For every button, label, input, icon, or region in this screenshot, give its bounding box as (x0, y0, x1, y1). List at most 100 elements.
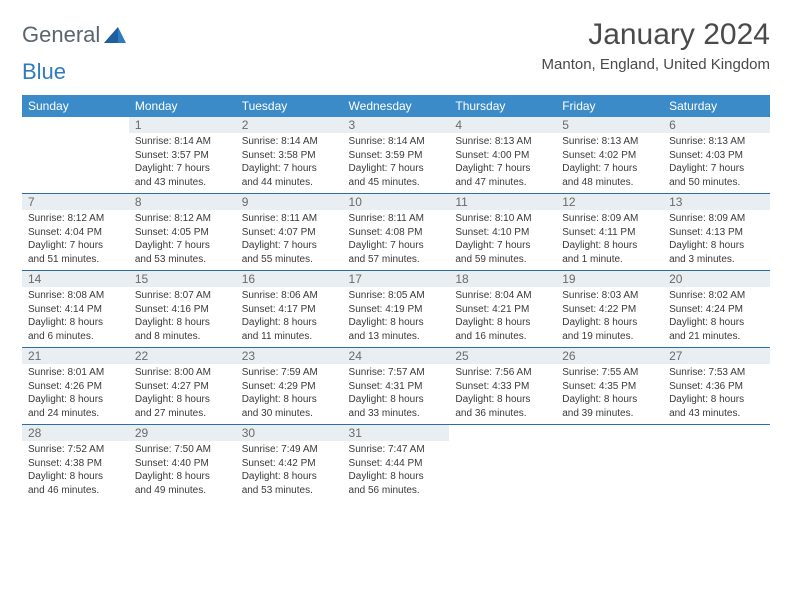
day-info-line: Daylight: 8 hours (349, 393, 444, 407)
day-number: 19 (556, 271, 663, 287)
calendar-day-cell: 4 Sunrise: 8:13 AMSunset: 4:00 PMDaylight… (449, 117, 556, 194)
weekday-header: Saturday (663, 95, 770, 117)
day-info-line: Sunset: 4:40 PM (135, 457, 230, 471)
calendar-day-cell: 21Sunrise: 8:01 AMSunset: 4:26 PMDayligh… (22, 348, 129, 425)
day-info-line: Sunset: 4:19 PM (349, 303, 444, 317)
day-info-line: Sunset: 4:24 PM (669, 303, 764, 317)
day-info-line: Sunset: 4:29 PM (242, 380, 337, 394)
calendar-week-row: 21Sunrise: 8:01 AMSunset: 4:26 PMDayligh… (22, 348, 770, 425)
calendar-day-cell: 30Sunrise: 7:49 AMSunset: 4:42 PMDayligh… (236, 425, 343, 502)
day-info-line: Sunset: 4:16 PM (135, 303, 230, 317)
day-info-line: and 51 minutes. (28, 253, 123, 267)
calendar-day-cell: 12Sunrise: 8:09 AMSunset: 4:11 PMDayligh… (556, 194, 663, 271)
day-info-line: Daylight: 8 hours (455, 393, 550, 407)
day-info-line: Sunrise: 8:04 AM (455, 289, 550, 303)
day-number: 27 (663, 348, 770, 364)
day-info-line: Sunset: 3:59 PM (349, 149, 444, 163)
day-info-line: Daylight: 8 hours (669, 316, 764, 330)
day-info-line: Sunrise: 8:07 AM (135, 289, 230, 303)
day-info-line: Sunset: 4:21 PM (455, 303, 550, 317)
calendar-day-cell: 6Sunrise: 8:13 AMSunset: 4:03 PMDaylight… (663, 117, 770, 194)
day-info-line: and 53 minutes. (242, 484, 337, 498)
day-info-line: Sunset: 4:00 PM (455, 149, 550, 163)
day-info: Sunrise: 8:02 AMSunset: 4:24 PMDaylight:… (669, 289, 764, 343)
day-info: Sunrise: 8:14 AMSunset: 3:58 PMDaylight:… (242, 135, 337, 189)
day-info-line: Daylight: 8 hours (28, 470, 123, 484)
day-info-line: Sunset: 4:33 PM (455, 380, 550, 394)
calendar-day-cell: 20Sunrise: 8:02 AMSunset: 4:24 PMDayligh… (663, 271, 770, 348)
calendar-week-row: 28Sunrise: 7:52 AMSunset: 4:38 PMDayligh… (22, 425, 770, 502)
day-number: 12 (556, 194, 663, 210)
day-info-line: Daylight: 8 hours (562, 316, 657, 330)
calendar-day-cell: 15Sunrise: 8:07 AMSunset: 4:16 PMDayligh… (129, 271, 236, 348)
calendar-week-row: 14Sunrise: 8:08 AMSunset: 4:14 PMDayligh… (22, 271, 770, 348)
day-info-line: Sunrise: 8:13 AM (455, 135, 550, 149)
day-info: Sunrise: 8:14 AMSunset: 3:59 PMDaylight:… (349, 135, 444, 189)
day-info: Sunrise: 8:12 AMSunset: 4:04 PMDaylight:… (28, 212, 123, 266)
day-info-line: Sunrise: 7:47 AM (349, 443, 444, 457)
day-info: Sunrise: 7:53 AMSunset: 4:36 PMDaylight:… (669, 366, 764, 420)
day-info-line: Sunrise: 7:59 AM (242, 366, 337, 380)
day-info-line: Daylight: 7 hours (242, 162, 337, 176)
calendar-day-cell: 11Sunrise: 8:10 AMSunset: 4:10 PMDayligh… (449, 194, 556, 271)
day-info-line: Sunset: 4:17 PM (242, 303, 337, 317)
day-info-line: and 13 minutes. (349, 330, 444, 344)
calendar-day-cell: 27 Sunrise: 7:53 AMSunset: 4:36 PMDayligh… (663, 348, 770, 425)
day-info-line: and 39 minutes. (562, 407, 657, 421)
day-number: 6 (663, 117, 770, 133)
day-info-line: Sunset: 4:02 PM (562, 149, 657, 163)
day-info-line: and 1 minute. (562, 253, 657, 267)
day-info-line: Sunset: 4:35 PM (562, 380, 657, 394)
day-info-line: Daylight: 8 hours (349, 316, 444, 330)
day-info: Sunrise: 8:01 AMSunset: 4:26 PMDaylight:… (28, 366, 123, 420)
day-info-line: Daylight: 8 hours (562, 239, 657, 253)
day-info-line: Sunrise: 7:52 AM (28, 443, 123, 457)
day-info: Sunrise: 7:56 AMSunset: 4:33 PMDaylight:… (455, 366, 550, 420)
day-number: 26 (556, 348, 663, 364)
calendar-day-cell: 10Sunrise: 8:11 AMSunset: 4:08 PMDayligh… (343, 194, 450, 271)
day-info-line: Sunset: 4:38 PM (28, 457, 123, 471)
day-info-line: Sunrise: 8:12 AM (28, 212, 123, 226)
calendar-week-row: .1Sunrise: 8:14 AMSunset: 3:57 PMDayligh… (22, 117, 770, 194)
logo: General (22, 18, 126, 48)
day-number: 30 (236, 425, 343, 441)
day-info-line: and 55 minutes. (242, 253, 337, 267)
day-info-line: Sunrise: 8:01 AM (28, 366, 123, 380)
day-number: 4 (449, 117, 556, 133)
weekday-row: SundayMondayTuesdayWednesdayThursdayFrid… (22, 95, 770, 117)
day-info-line: and 21 minutes. (669, 330, 764, 344)
calendar-day-cell: 25Sunrise: 7:56 AMSunset: 4:33 PMDayligh… (449, 348, 556, 425)
day-info-line: and 16 minutes. (455, 330, 550, 344)
day-info-line: Sunset: 4:10 PM (455, 226, 550, 240)
logo-text-2: Blue (22, 59, 66, 85)
day-info-line: and 6 minutes. (28, 330, 123, 344)
calendar-day-cell: 19Sunrise: 8:03 AMSunset: 4:22 PMDayligh… (556, 271, 663, 348)
day-info-line: and 59 minutes. (455, 253, 550, 267)
day-number: 13 (663, 194, 770, 210)
day-info-line: Daylight: 8 hours (242, 316, 337, 330)
day-info-line: Daylight: 8 hours (669, 239, 764, 253)
calendar-day-cell: . (663, 425, 770, 502)
day-number: 3 (343, 117, 450, 133)
day-info-line: Daylight: 8 hours (562, 393, 657, 407)
day-info-line: Sunrise: 7:50 AM (135, 443, 230, 457)
day-info-line: and 27 minutes. (135, 407, 230, 421)
day-info-line: and 47 minutes. (455, 176, 550, 190)
weekday-header: Friday (556, 95, 663, 117)
calendar-day-cell: 2 Sunrise: 8:14 AMSunset: 3:58 PMDaylight… (236, 117, 343, 194)
calendar-day-cell: 28Sunrise: 7:52 AMSunset: 4:38 PMDayligh… (22, 425, 129, 502)
calendar-day-cell: 14Sunrise: 8:08 AMSunset: 4:14 PMDayligh… (22, 271, 129, 348)
day-info-line: and 11 minutes. (242, 330, 337, 344)
day-info-line: Sunrise: 8:13 AM (562, 135, 657, 149)
day-number: 9 (236, 194, 343, 210)
day-info-line: Sunrise: 8:11 AM (242, 212, 337, 226)
day-info-line: and 46 minutes. (28, 484, 123, 498)
day-number: 2 (236, 117, 343, 133)
day-info-line: Daylight: 7 hours (349, 239, 444, 253)
day-info-line: Sunrise: 7:55 AM (562, 366, 657, 380)
day-info-line: Daylight: 7 hours (135, 239, 230, 253)
day-info-line: Daylight: 8 hours (455, 316, 550, 330)
calendar-day-cell: 26 Sunrise: 7:55 AMSunset: 4:35 PMDayligh… (556, 348, 663, 425)
day-info-line: Daylight: 7 hours (455, 162, 550, 176)
weekday-header: Monday (129, 95, 236, 117)
